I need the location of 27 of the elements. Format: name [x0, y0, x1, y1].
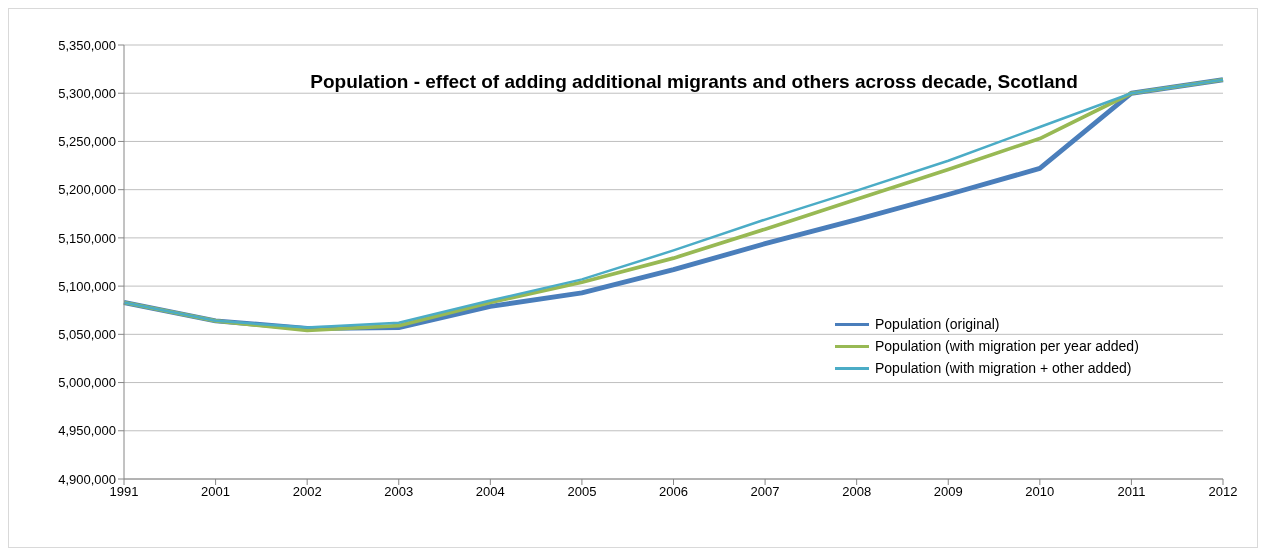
y-tick-label: 5,300,000	[58, 85, 116, 101]
x-tick-label: 2002	[292, 484, 322, 500]
x-tick-label: 2011	[1117, 484, 1146, 500]
y-tick-label: 5,150,000	[58, 230, 116, 246]
y-tick-label: 5,250,000	[58, 134, 116, 150]
x-tick-label: 1991	[109, 484, 139, 500]
legend-label: Population (with migration + other added)	[875, 359, 1132, 378]
x-tick-label: 2010	[1025, 484, 1055, 500]
y-tick-label: 5,200,000	[58, 182, 116, 198]
y-tick-label: 4,900,000	[58, 471, 116, 487]
x-tick-label: 2007	[750, 484, 780, 500]
x-tick-label: 2012	[1208, 484, 1238, 500]
y-tick-label: 5,050,000	[58, 326, 116, 342]
x-tick-label: 2001	[201, 484, 231, 500]
x-tick-label: 2004	[475, 484, 505, 500]
y-tick-label: 5,000,000	[58, 375, 116, 391]
x-tick-label: 2006	[659, 484, 688, 500]
legend-label: Population (with migration per year added)	[875, 337, 1139, 356]
x-tick-label: 2009	[933, 484, 963, 500]
x-tick-label: 2003	[384, 484, 414, 500]
text: Population - effect of adding additional migrants and others across decade, Scotland	[309, 71, 1079, 93]
y-tick-label: 4,950,000	[58, 423, 116, 439]
y-tick-label: 5,100,000	[58, 278, 116, 294]
x-tick-label: 2008	[842, 484, 872, 500]
y-tick-label: 5,350,000	[58, 37, 116, 53]
legend-label: Population (original)	[875, 315, 1000, 334]
x-tick-label: 2005	[567, 484, 597, 500]
